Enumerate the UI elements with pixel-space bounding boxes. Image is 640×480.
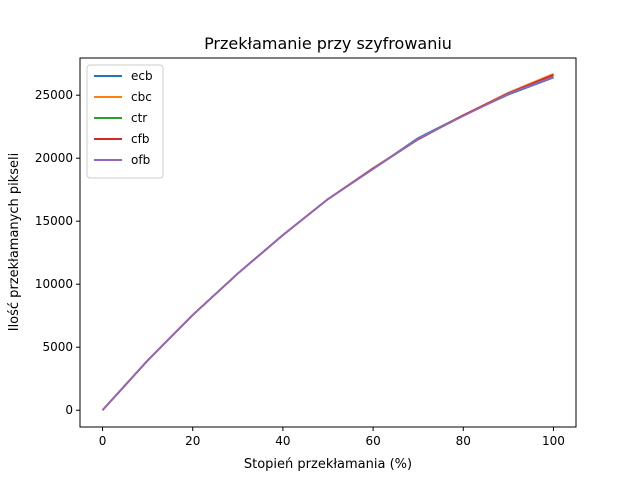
series-layer bbox=[101, 72, 554, 411]
legend-label-cbc: cbc bbox=[131, 90, 152, 104]
legend: ecb cbc ctr cfb ofb bbox=[86, 64, 164, 179]
plot-frame bbox=[79, 57, 577, 428]
y-tick-label: 5000 bbox=[42, 340, 73, 354]
legend-label-ecb: ecb bbox=[131, 69, 153, 83]
x-tick-label: 0 bbox=[99, 434, 107, 448]
legend-box bbox=[86, 64, 164, 179]
x-tick-label: 100 bbox=[542, 434, 565, 448]
x-tick-label: 40 bbox=[275, 434, 290, 448]
y-tick-label: 15000 bbox=[35, 214, 73, 228]
y-tick-label: 25000 bbox=[35, 88, 73, 102]
x-tick-label: 60 bbox=[365, 434, 380, 448]
x-axis-label: Stopień przekłamania (%) bbox=[244, 457, 412, 472]
y-axis-label: Ilość przekłamanych pikseli bbox=[7, 153, 22, 332]
axes-layer: 0 20 40 60 80 100 0 5000 10000 15000 20000 25000 bbox=[35, 88, 565, 448]
y-tick-label: 0 bbox=[65, 403, 73, 417]
x-tick-label: 20 bbox=[185, 434, 200, 448]
series-line-ofb bbox=[101, 76, 554, 411]
chart-title: Przekłamanie przy szyfrowaniu bbox=[204, 34, 452, 53]
legend-label-cfb: cfb bbox=[131, 132, 149, 146]
y-tick-label: 10000 bbox=[35, 277, 73, 291]
legend-label-ofb: ofb bbox=[131, 153, 150, 167]
legend-label-ctr: ctr bbox=[131, 111, 147, 125]
x-tick-label: 80 bbox=[456, 434, 471, 448]
y-tick-label: 20000 bbox=[35, 151, 73, 165]
